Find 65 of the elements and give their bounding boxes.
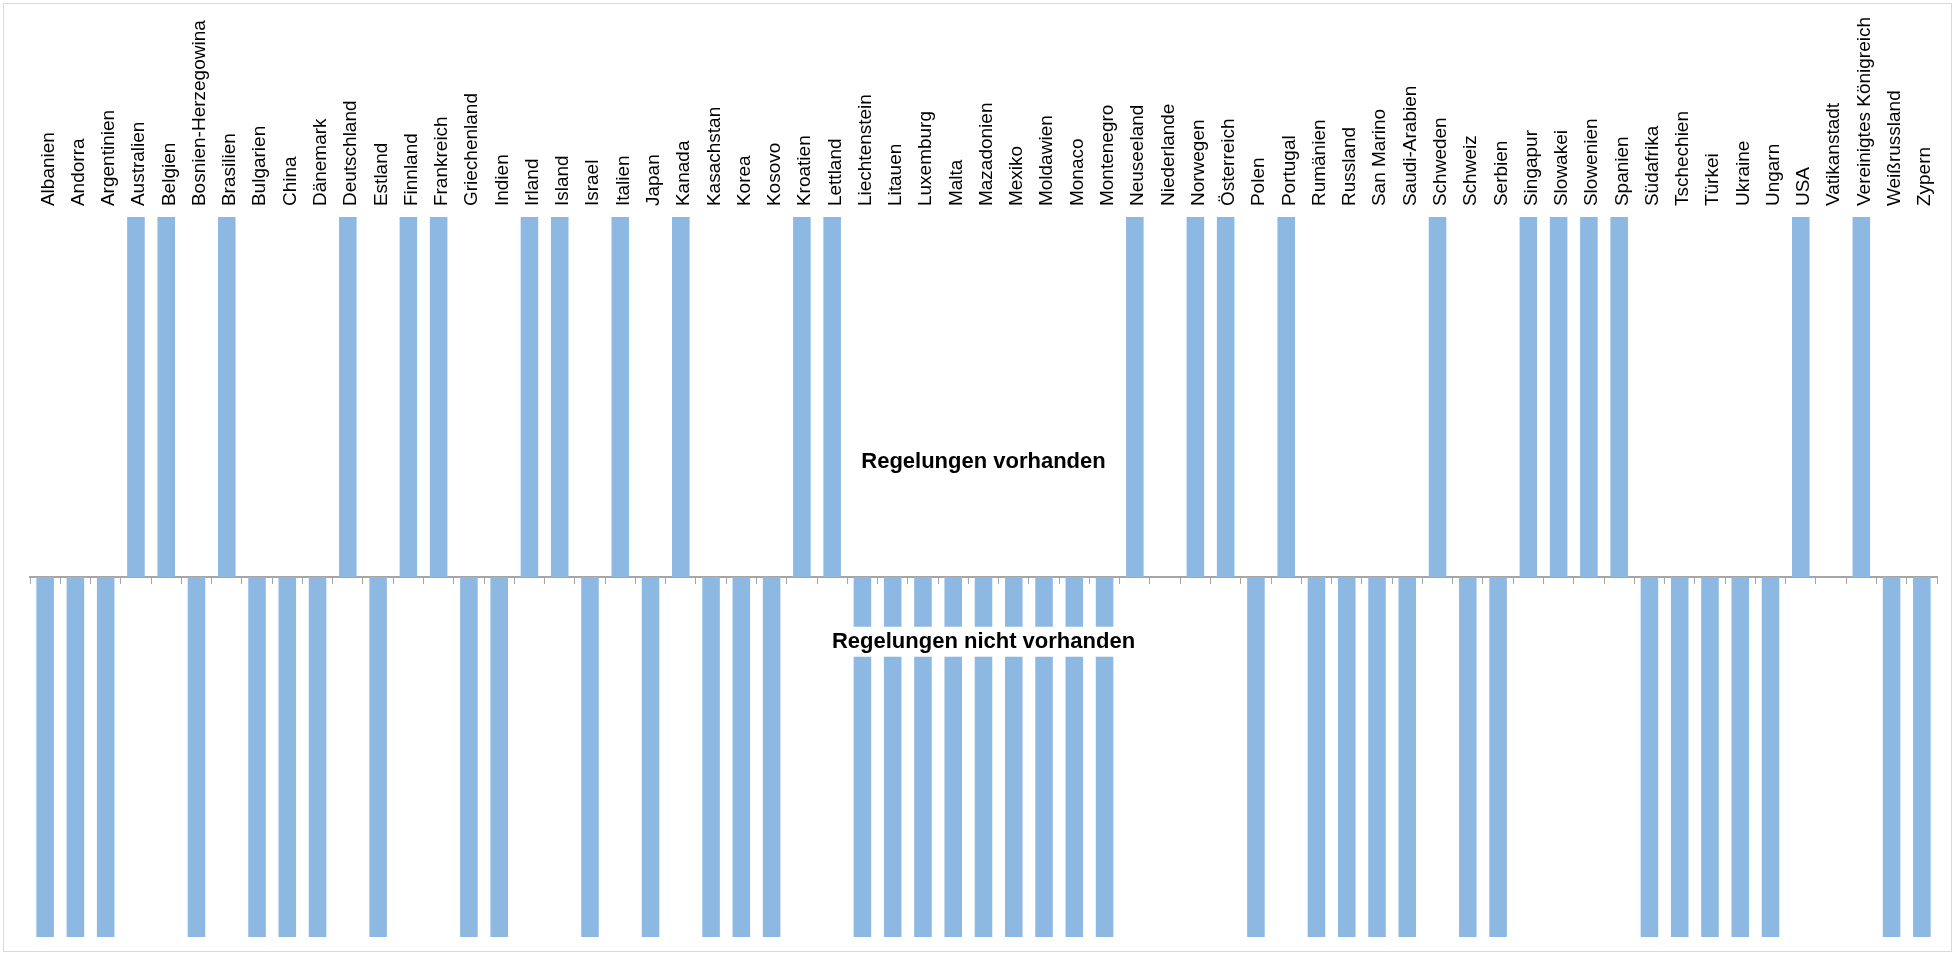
x-tick-label: Türkei	[1701, 153, 1723, 207]
annotation: Regelungen vorhanden	[861, 447, 1106, 473]
x-tick-label: Argentinien	[97, 109, 119, 207]
x-tick-label: Schweiz	[1459, 135, 1481, 207]
x-tick-label: Vereinigtes Königreich	[1852, 16, 1874, 207]
x-tick-label: Südafrika	[1640, 125, 1662, 207]
x-tick-label: Malta	[944, 159, 966, 207]
x-tick-label: Kanada	[672, 140, 694, 207]
x-tick-label: Brasilien	[218, 133, 240, 207]
x-tick-label: USA	[1792, 166, 1814, 207]
x-tick-label: Tschechien	[1671, 111, 1693, 207]
x-tick-label: Kosovo	[763, 142, 785, 207]
x-tick-label: Deutschland	[339, 100, 361, 207]
x-tick-label: Portugal	[1277, 135, 1299, 207]
x-tick-label: Spanien	[1610, 136, 1632, 207]
x-tick-label: Niederlande	[1156, 103, 1178, 207]
x-tick-label: Kroatien	[793, 135, 815, 207]
x-tick-label: Weißrussland	[1883, 90, 1905, 207]
x-tick-label: Ukraine	[1731, 140, 1753, 207]
x-tick-label: Ungarn	[1761, 143, 1783, 207]
x-tick-label: Litauen	[884, 143, 906, 207]
x-tick-label: Schweden	[1428, 117, 1450, 207]
x-tick-label: Liechtenstein	[853, 94, 875, 207]
x-tick-label: Belgien	[157, 142, 179, 207]
x-tick-label: Dänemark	[309, 117, 330, 207]
x-tick-label: Singapur	[1519, 129, 1541, 207]
x-tick-label: Neuseeland	[1126, 104, 1148, 207]
x-tick-label: Slowenien	[1580, 118, 1602, 207]
x-tick-label: Indien	[490, 154, 512, 207]
x-tick-label: Frankreich	[430, 116, 452, 207]
x-tick-label: Kasachstan	[702, 106, 724, 207]
x-tick-label: Saudi-Arabien	[1398, 85, 1420, 207]
x-tick-label: Irland	[520, 158, 542, 207]
x-tick-label: Serbien	[1489, 140, 1511, 207]
x-tick-label: Australien	[127, 121, 149, 207]
annotation: Regelungen nicht vorhanden	[831, 627, 1136, 653]
x-tick-label: Bulgarien	[248, 125, 270, 207]
x-tick-label: Japan	[641, 154, 663, 207]
x-tick-label: Österreich	[1217, 118, 1239, 207]
x-tick-label: Lettland	[823, 138, 845, 207]
x-tick-label: Albanien	[36, 132, 58, 207]
x-tick-label: Zypern	[1913, 146, 1935, 207]
x-tick-label: Luxemburg	[914, 111, 936, 207]
x-tick-label: Montenegro	[1096, 104, 1118, 207]
x-tick-label: Bosnien-Herzegowina	[187, 19, 209, 207]
x-tick-label: Griechenland	[460, 93, 482, 207]
x-tick-label: Mexiko	[1005, 145, 1027, 207]
x-tick-label: Rumänien	[1307, 119, 1329, 207]
x-tick-label: Slowakei	[1550, 130, 1572, 207]
x-tick-label: Monaco	[1065, 138, 1087, 207]
x-tick-label: San Marino	[1368, 108, 1390, 207]
x-tick-label: Polen	[1247, 157, 1269, 207]
x-tick-label: Israel	[581, 159, 603, 207]
x-tick-label: China	[278, 155, 300, 207]
x-tick-label: Finnland	[399, 133, 421, 207]
x-tick-label: Norwegen	[1186, 119, 1208, 207]
x-tick-label: Mazadonien	[974, 102, 996, 207]
x-tick-label: Italien	[611, 155, 633, 207]
x-tick-label: Andorra	[66, 138, 88, 207]
x-tick-label: Korea	[732, 154, 754, 207]
x-tick-label: Vatikanstadt	[1822, 102, 1844, 207]
x-tick-label: Estland	[369, 142, 391, 207]
x-tick-label: Moldawien	[1035, 115, 1057, 207]
x-tick-label: Russland	[1338, 126, 1360, 207]
x-tick-label: Island	[551, 155, 573, 207]
